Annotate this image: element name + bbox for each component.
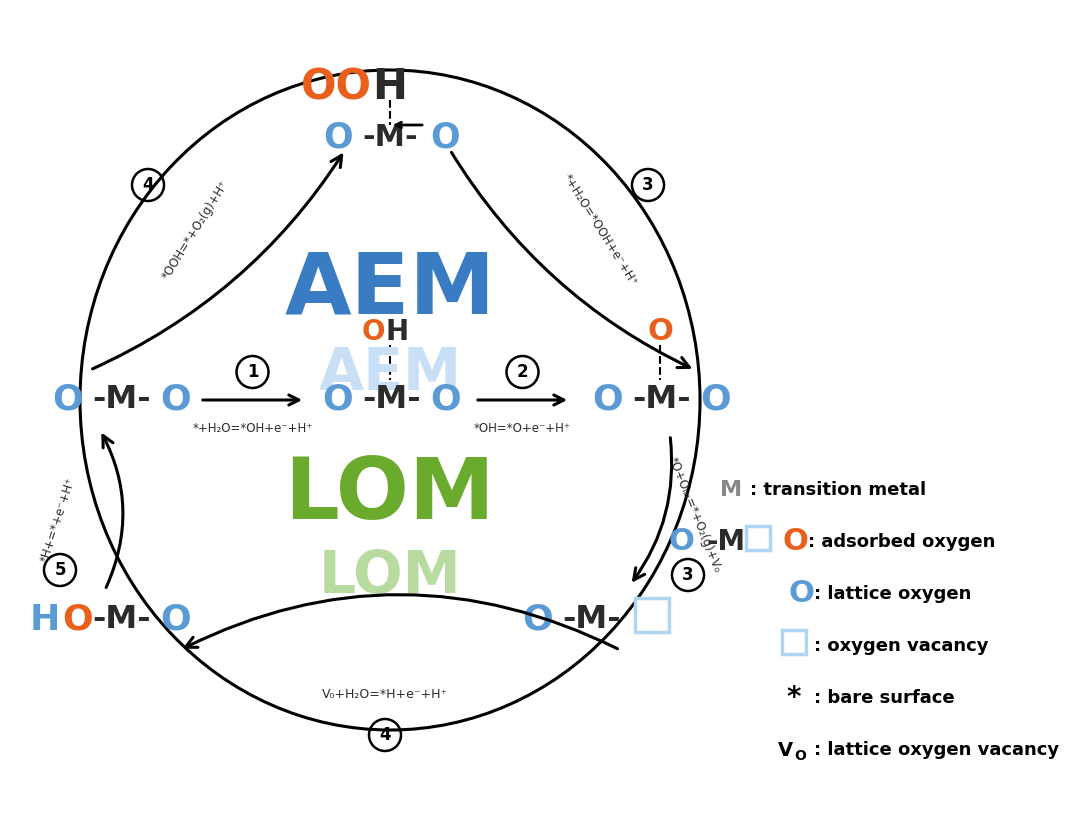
Text: *: *: [786, 684, 800, 712]
Text: : transition metal: : transition metal: [750, 481, 927, 499]
Text: O: O: [523, 603, 553, 637]
Text: 5: 5: [54, 561, 66, 579]
Text: O: O: [362, 318, 384, 346]
FancyArrowPatch shape: [634, 438, 672, 580]
Text: *OOH=*+O₂(g)+H⁺: *OOH=*+O₂(g)+H⁺: [159, 178, 231, 282]
Text: -M-: -M-: [362, 122, 418, 152]
Text: H: H: [384, 318, 408, 346]
Text: : lattice oxygen: : lattice oxygen: [814, 585, 971, 603]
Text: *H+=*+e⁻+H⁺: *H+=*+e⁻+H⁺: [38, 476, 78, 564]
Text: O: O: [788, 579, 814, 609]
Text: AEM: AEM: [284, 249, 496, 332]
Text: O: O: [701, 383, 731, 417]
Text: V: V: [778, 741, 793, 760]
FancyArrowPatch shape: [186, 595, 618, 649]
Text: O: O: [323, 383, 353, 417]
Text: O: O: [669, 527, 693, 557]
Text: O: O: [430, 120, 460, 154]
Text: LOM: LOM: [319, 548, 461, 605]
Text: O: O: [63, 603, 93, 637]
FancyArrowPatch shape: [103, 435, 123, 588]
Text: O: O: [794, 749, 806, 763]
Text: 4: 4: [379, 726, 391, 744]
Text: O: O: [782, 527, 808, 557]
Text: : lattice oxygen vacancy: : lattice oxygen vacancy: [814, 741, 1059, 759]
Text: *+H₂O=*OOH+e⁻+H⁺: *+H₂O=*OOH+e⁻+H⁺: [561, 172, 639, 289]
FancyBboxPatch shape: [782, 630, 806, 654]
Text: : oxygen vacancy: : oxygen vacancy: [814, 637, 988, 655]
Text: : bare surface: : bare surface: [814, 689, 955, 707]
FancyArrowPatch shape: [93, 155, 341, 369]
Text: 1: 1: [246, 363, 258, 381]
Text: O: O: [161, 383, 191, 417]
Text: LOM: LOM: [285, 453, 496, 536]
Text: 2: 2: [516, 363, 528, 381]
Text: -M-: -M-: [633, 385, 691, 416]
Text: O: O: [323, 120, 353, 154]
Text: 4: 4: [143, 176, 153, 194]
Text: O: O: [647, 318, 673, 346]
Text: OO: OO: [301, 66, 372, 108]
FancyArrowPatch shape: [451, 152, 689, 368]
Text: 3: 3: [643, 176, 653, 194]
Text: H: H: [372, 66, 407, 108]
Text: *OH=*O+e⁻+H⁺: *OH=*O+e⁻+H⁺: [474, 421, 571, 434]
Text: *+H₂O=*OH+e⁻+H⁺: *+H₂O=*OH+e⁻+H⁺: [192, 421, 313, 434]
Text: -M-: -M-: [563, 605, 621, 636]
Text: O: O: [53, 383, 83, 417]
Text: O: O: [431, 383, 461, 417]
Text: -M-: -M-: [93, 385, 151, 416]
Text: -M-: -M-: [363, 385, 421, 416]
Text: 3: 3: [683, 566, 693, 584]
Text: H: H: [30, 603, 60, 637]
Text: -M-: -M-: [93, 605, 151, 636]
FancyBboxPatch shape: [635, 598, 669, 632]
Text: *O+Oₗₐₜ=*+O₂(g)+V₀: *O+Oₗₐₜ=*+O₂(g)+V₀: [666, 456, 724, 575]
Text: AEM: AEM: [319, 345, 461, 402]
FancyBboxPatch shape: [746, 526, 770, 550]
Text: V₀+H₂O=*H+e⁻+H⁺: V₀+H₂O=*H+e⁻+H⁺: [322, 689, 448, 702]
Text: O: O: [593, 383, 623, 417]
Text: : adsorbed oxygen: : adsorbed oxygen: [808, 533, 996, 551]
Text: O: O: [161, 603, 191, 637]
Text: M: M: [720, 480, 742, 500]
Text: -M-: -M-: [706, 528, 757, 556]
